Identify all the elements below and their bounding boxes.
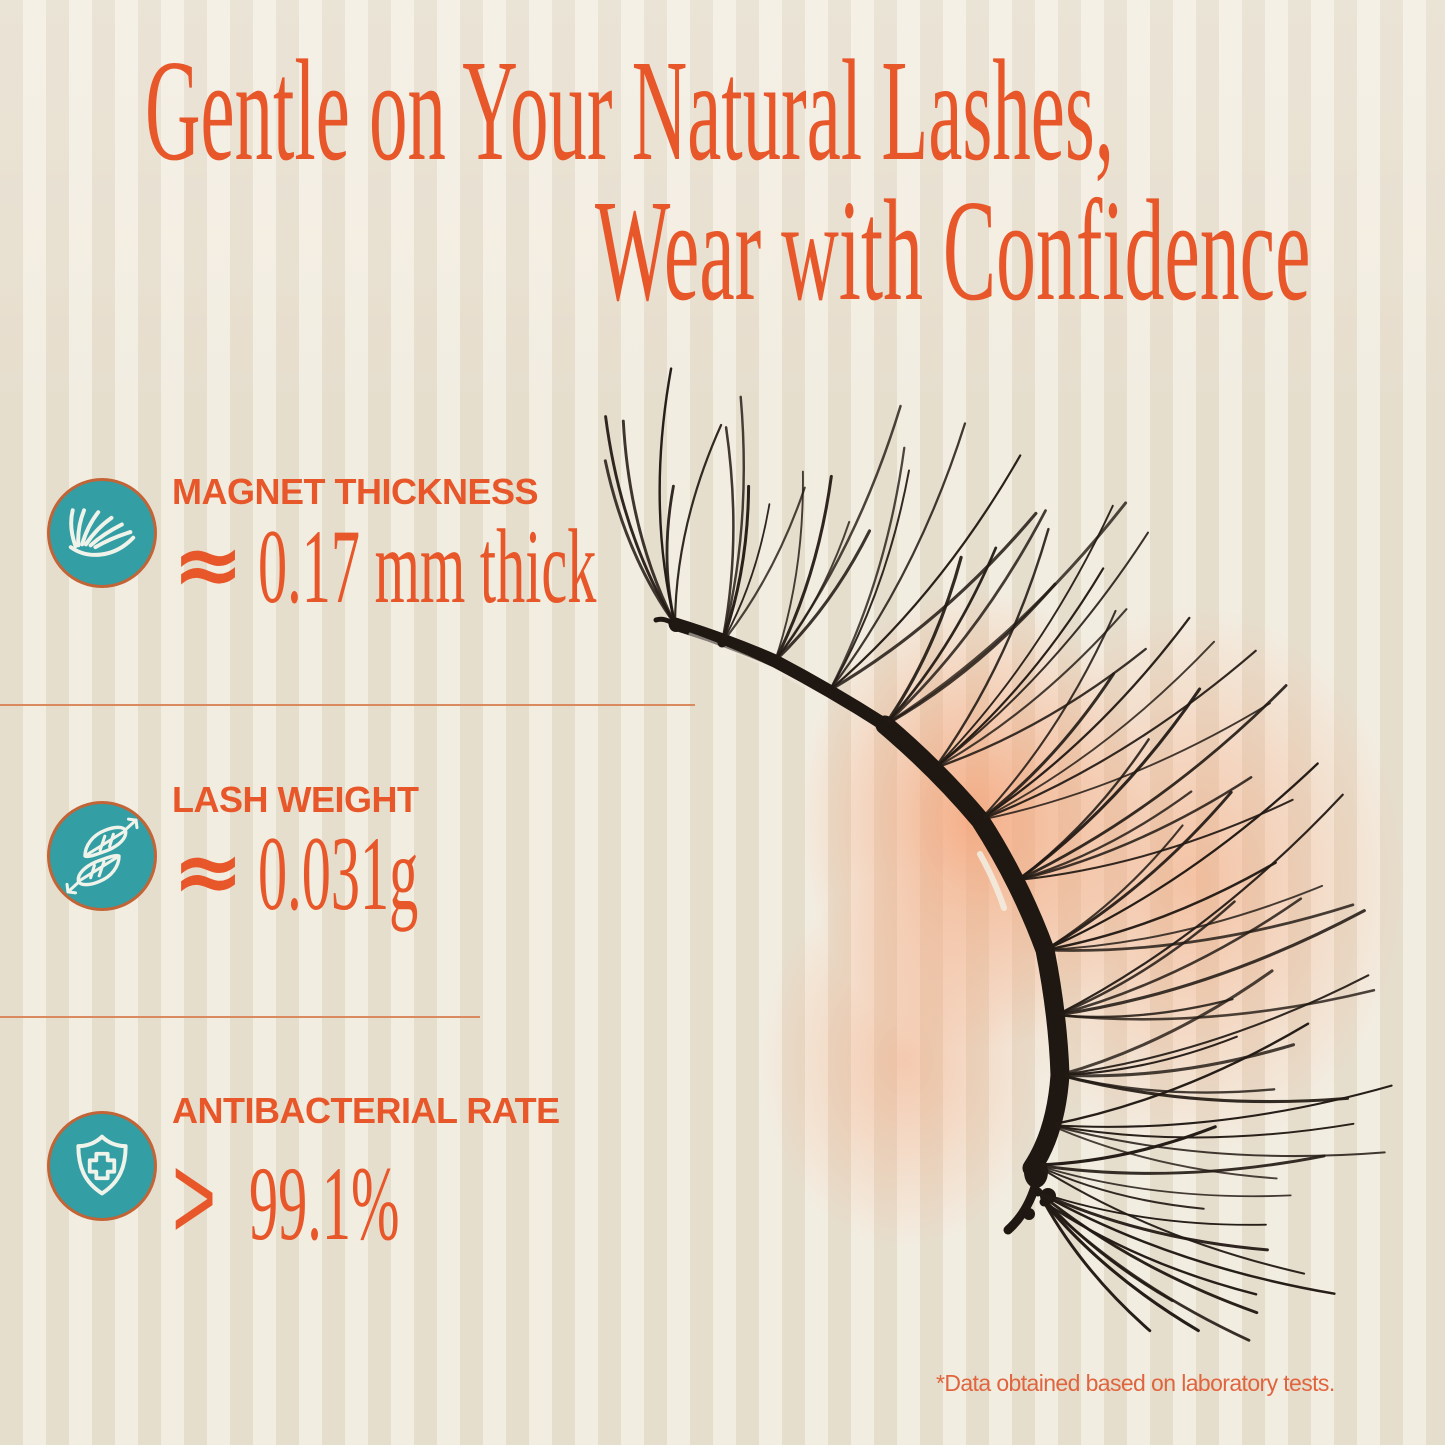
approx-symbol: ≈ [172, 822, 245, 922]
approx-symbol: ≈ [172, 515, 245, 615]
footnote: *Data obtained based on laboratory tests… [936, 1370, 1335, 1396]
feature-label-magnet-thickness: MAGNET THICKNESS [172, 471, 539, 512]
feature-label-antibacterial: ANTIBACTERIAL RATE [172, 1090, 560, 1131]
feature-badge-antibacterial [47, 1111, 157, 1221]
lash-fibers [603, 367, 1393, 1342]
divider-2 [0, 1016, 480, 1018]
feature-number: 99.1% [249, 1145, 400, 1262]
feature-number: 0.17 mm thick [258, 508, 597, 625]
feature-badge-lash-weight [47, 801, 157, 911]
headline-line-2: Wear with Confidence [595, 171, 1311, 331]
headline-line-1: Gentle on Your Natural Lashes, [145, 31, 1114, 191]
feature-value-magnet-thickness: ≈0.17 mm thick [172, 514, 873, 620]
lash-band-highlight [688, 632, 1007, 911]
lash-band [653, 616, 1070, 1235]
divider-1 [0, 704, 695, 706]
feature-label-lash-weight: LASH WEIGHT [172, 779, 419, 820]
shield-cross-icon [76, 1134, 128, 1196]
feature-number: 0.031g [258, 815, 419, 932]
lash-icon [68, 508, 136, 557]
feature-value-lash-weight: ≈0.031g [172, 821, 550, 927]
greater-than-symbol: > [172, 1129, 217, 1265]
feature-badge-magnet-thickness [47, 478, 157, 588]
feature-value-antibacterial: >99.1% [172, 1136, 523, 1258]
feathers-icon [65, 817, 139, 895]
